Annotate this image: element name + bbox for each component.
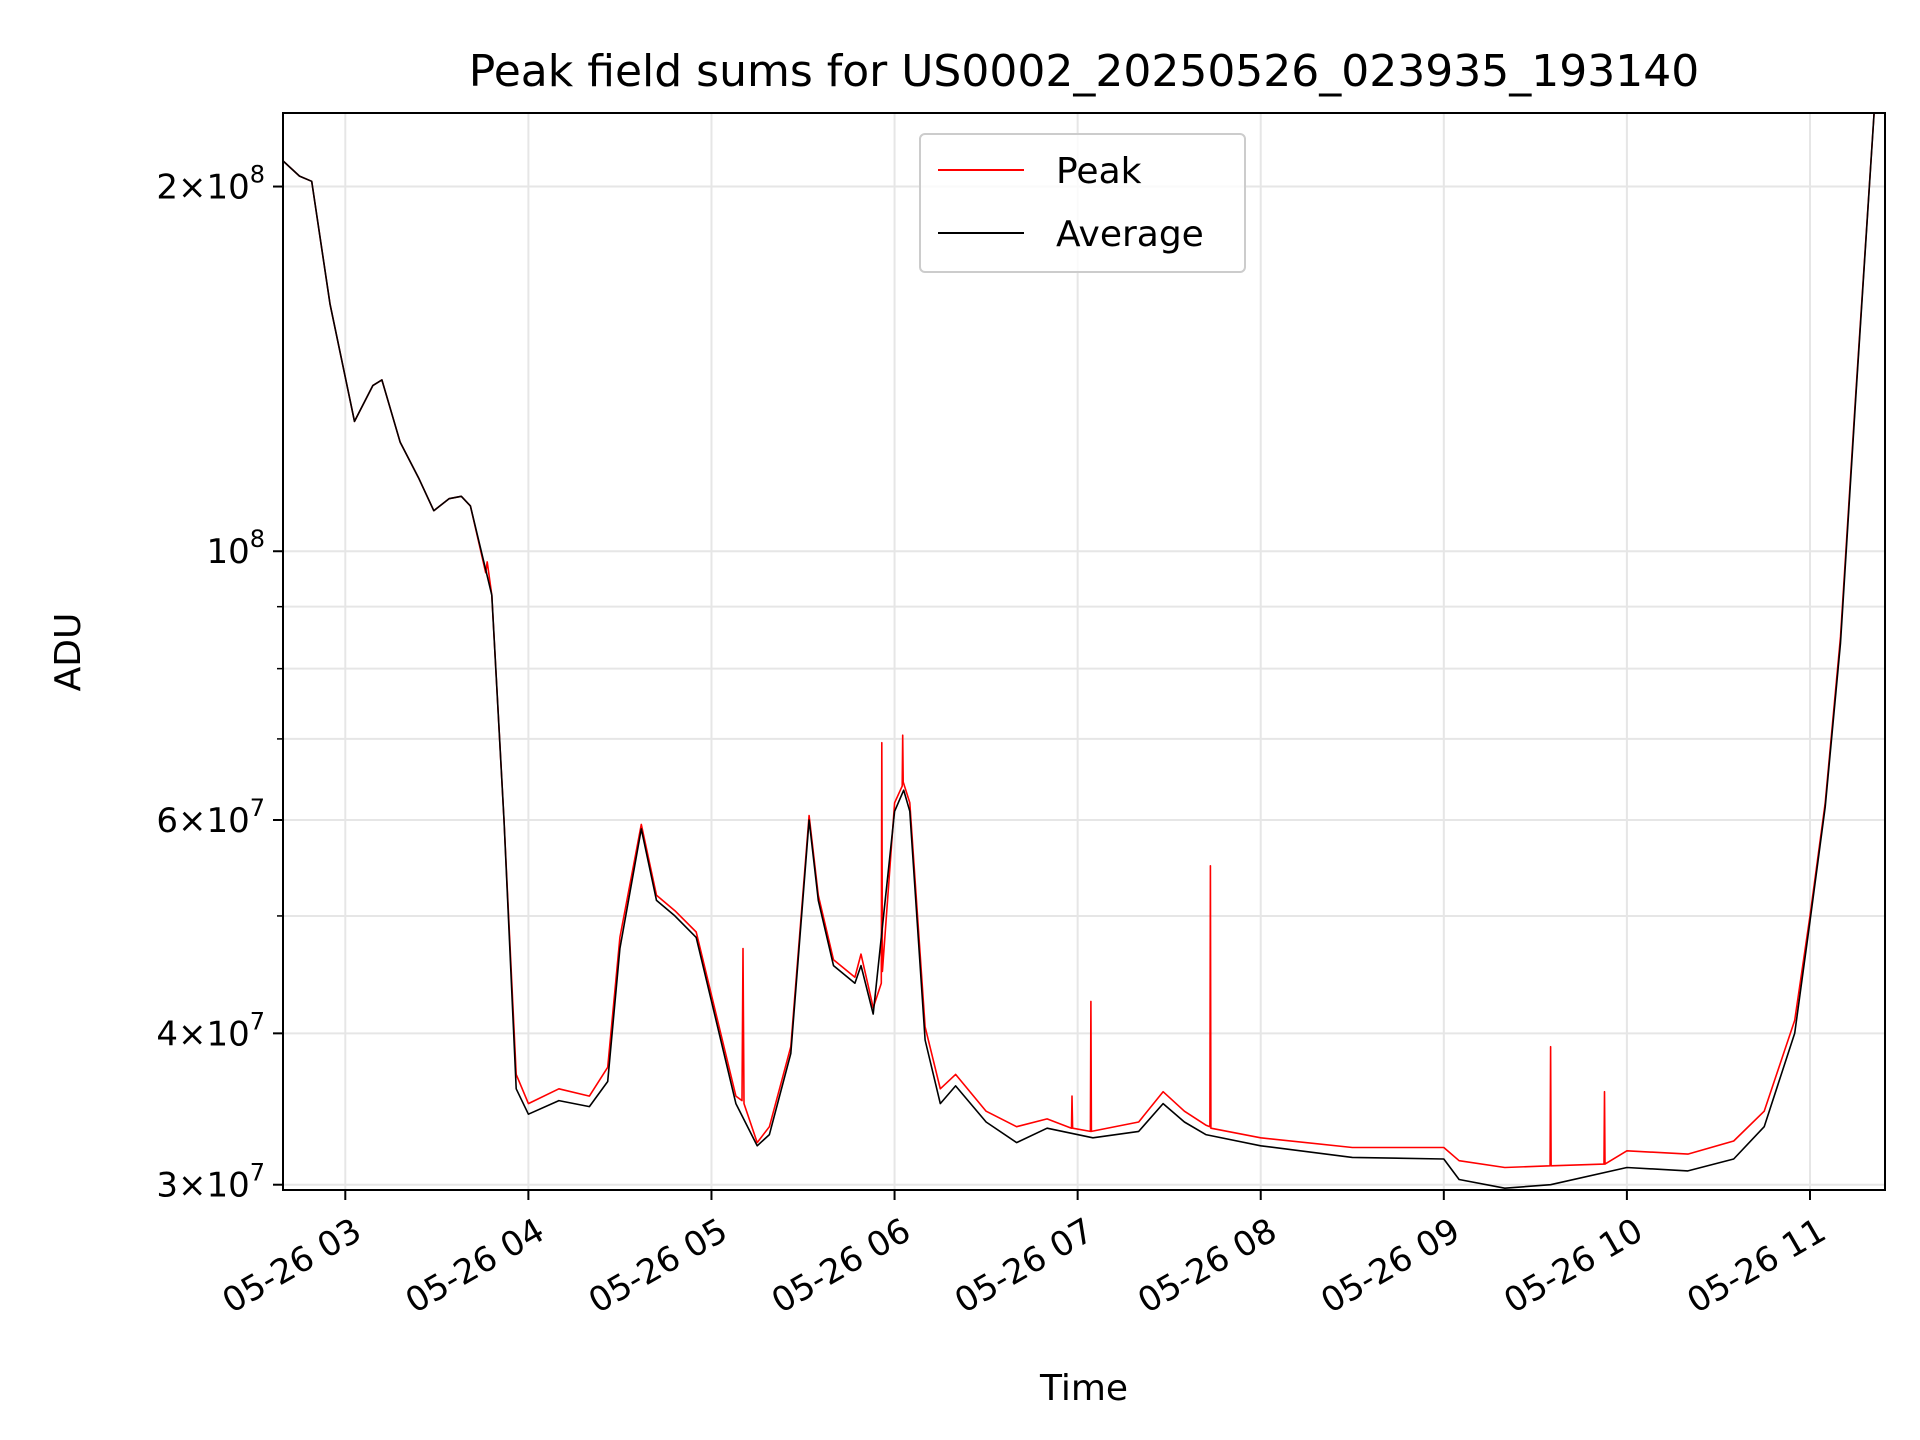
series-line-average [283,113,1875,1189]
series-line-peak [283,113,1875,1169]
y-axis: 3×107 4×107 6×107 108 2×108 [156,161,283,1206]
y-tick-label: 3×107 [156,1159,265,1206]
y-axis-label: ADU [48,613,89,692]
chart-title: Peak field sums for US0002_20250526_0239… [469,46,1699,97]
legend-label-peak: Peak [1056,151,1142,192]
legend-label-average: Average [1056,214,1204,255]
y-tick-label: 108 [206,525,265,572]
y-tick-label: 2×108 [156,161,265,208]
plot-frame [282,112,1886,1191]
legend: Peak Average [919,133,1246,273]
legend-box [919,133,1246,273]
x-axis-label: Time [1039,1368,1128,1409]
y-tick-label: 4×107 [156,1007,265,1054]
series-layer [283,113,1875,1189]
y-tick-label: 6×107 [156,794,265,841]
